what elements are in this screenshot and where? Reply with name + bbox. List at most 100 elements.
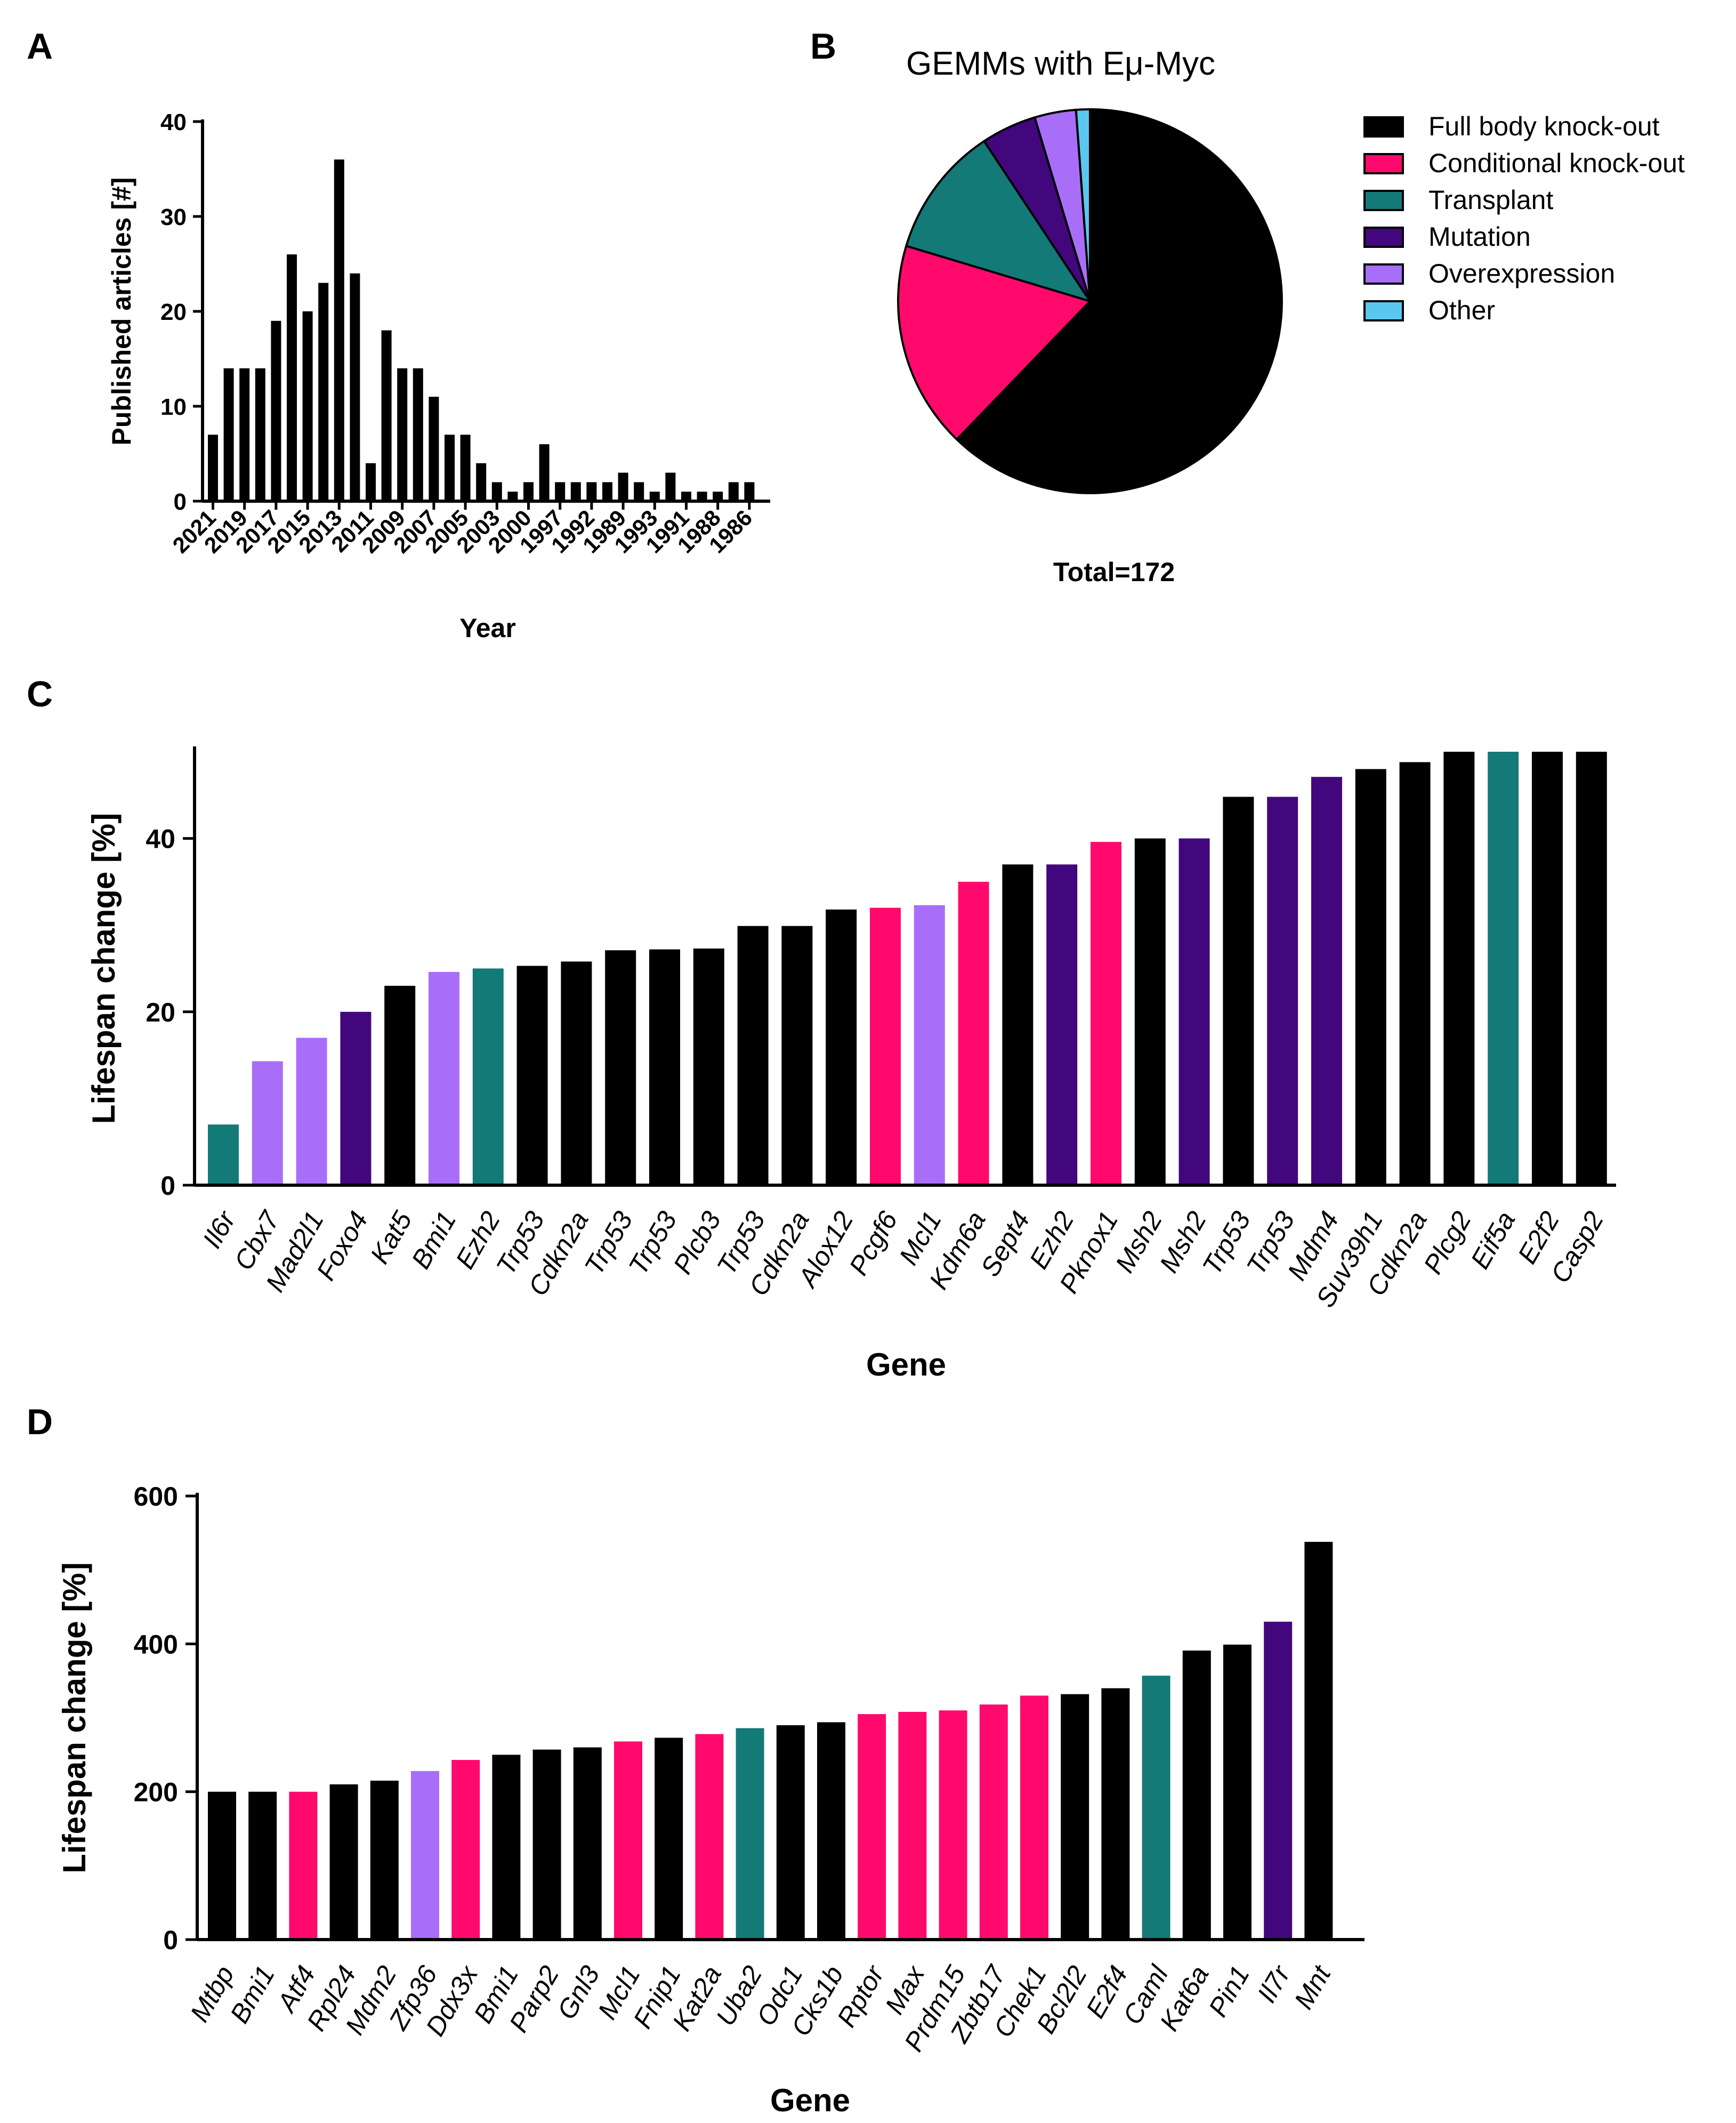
- bar-ddx3x: [451, 1760, 480, 1940]
- y-tick-label: 400: [134, 1629, 178, 1659]
- bar-prdm15: [939, 1710, 967, 1940]
- bar-a-9: [350, 273, 360, 501]
- gene-label: Mnt: [1288, 1960, 1337, 2014]
- x-axis-title: Gene: [770, 2082, 850, 2118]
- bar-atf4: [289, 1791, 318, 1940]
- bar-cdkn2a: [1399, 762, 1431, 1185]
- gene-label: Bmi1: [406, 1207, 462, 1274]
- bar-a-19: [507, 492, 518, 501]
- y-tick-label: 20: [160, 299, 187, 325]
- bar-pknox1: [1091, 842, 1121, 1185]
- legend-label: Conditional knock-out: [1428, 148, 1685, 178]
- x-axis-title: Gene: [866, 1347, 946, 1382]
- y-tick-label: 600: [134, 1482, 178, 1511]
- bar-odc1: [776, 1725, 805, 1940]
- bar-a-20: [523, 482, 534, 501]
- bar-il6r: [208, 1124, 239, 1185]
- legend-swatch: [1363, 300, 1404, 321]
- bar-msh2: [1134, 838, 1166, 1185]
- bar-zfp36: [411, 1771, 439, 1940]
- bar-a-0: [208, 435, 218, 501]
- panel-a-bar-chart: 0102030402021201920172015201320112009200…: [107, 109, 770, 643]
- bar-uba2: [736, 1728, 764, 1940]
- panel-c-bar-chart: Il6rCbx7Mad2l1Foxo4Kat5Bmi1Ezh2Trp53Cdkn…: [86, 746, 1616, 1382]
- bar-msh2: [1178, 838, 1210, 1185]
- panel-letter-a: A: [27, 26, 53, 67]
- bar-eif5a: [1488, 752, 1519, 1185]
- bar-a-32: [713, 492, 723, 501]
- bar-a-18: [491, 482, 502, 501]
- bar-a-31: [697, 492, 707, 501]
- pie-slice-transplant: [905, 139, 1093, 303]
- panel-letter-d: D: [27, 1402, 53, 1442]
- bar-il7r: [1264, 1621, 1293, 1940]
- bar-pin1: [1223, 1644, 1251, 1940]
- legend-label: Full body knock-out: [1428, 111, 1660, 141]
- bar-a-25: [602, 482, 612, 501]
- bar-a-8: [334, 159, 344, 501]
- gene-label: Bmi1: [224, 1961, 280, 2029]
- bar-a-10: [366, 463, 376, 501]
- legend-swatch: [1363, 116, 1404, 138]
- y-tick-label: 10: [160, 394, 187, 420]
- y-tick-label: 0: [174, 489, 187, 515]
- y-tick-label: 200: [134, 1778, 178, 1807]
- bar-mdm4: [1311, 777, 1342, 1185]
- pie-slice-full-body-knock-out: [955, 108, 1283, 494]
- bar-a-33: [728, 482, 739, 501]
- bar-a-21: [539, 444, 550, 501]
- legend-label: Transplant: [1428, 185, 1553, 215]
- y-axis-title: Lifespan change [%]: [86, 813, 122, 1124]
- bar-casp2: [1576, 752, 1607, 1185]
- bar-sept4: [1002, 864, 1033, 1185]
- bar-kat5: [384, 986, 416, 1185]
- gene-label: Msh2: [1110, 1206, 1168, 1277]
- bar-e2f2: [1532, 752, 1563, 1185]
- bar-ezh2: [1046, 864, 1078, 1185]
- gene-label: Pin1: [1202, 1961, 1255, 2022]
- bar-gnl3: [573, 1747, 602, 1940]
- bar-a-30: [681, 492, 691, 501]
- bar-ezh2: [472, 968, 504, 1185]
- bar-a-26: [618, 472, 628, 501]
- bar-mtbp: [208, 1791, 236, 1940]
- bar-e2f4: [1101, 1688, 1130, 1940]
- bar-mcl1: [614, 1741, 642, 1940]
- bar-a-16: [460, 435, 471, 501]
- bar-max: [898, 1711, 927, 1940]
- panel-letter-b: B: [810, 26, 836, 67]
- legend-label: Other: [1428, 295, 1495, 325]
- legend-label: Overexpression: [1428, 259, 1615, 288]
- bar-trp53: [1267, 797, 1298, 1185]
- bar-mnt: [1304, 1541, 1333, 1940]
- bar-bmi1: [248, 1791, 277, 1940]
- pie-slice-conditional-knock-out: [897, 244, 1092, 441]
- gene-label: Gnl3: [552, 1960, 605, 2024]
- bar-trp53: [605, 950, 636, 1185]
- pie-title: GEMMs with Eμ-Myc: [906, 45, 1215, 82]
- bar-a-3: [255, 368, 265, 501]
- bar-trp53: [649, 949, 680, 1185]
- bar-rpl24: [329, 1784, 358, 1940]
- bar-a-28: [649, 492, 660, 501]
- bar-trp53: [1223, 797, 1254, 1185]
- bar-chek1: [1020, 1695, 1048, 1940]
- bar-a-7: [318, 283, 329, 501]
- bar-mad2l1: [296, 1038, 327, 1185]
- panel-d-bar-chart: MtbpBmi1Atf4Rpl24Mdm2Zfp36Ddx3xBmi1Parp2…: [56, 1482, 1364, 2118]
- gene-label: Trp53: [623, 1206, 683, 1280]
- panel-b-pie-chart: GEMMs with Eμ-Myc Total=172 Full body knoc…: [897, 45, 1685, 587]
- bar-a-13: [413, 368, 423, 501]
- bar-kdm6a: [958, 881, 989, 1185]
- bar-a-24: [586, 482, 597, 501]
- bar-cdkn2a: [561, 961, 592, 1185]
- gene-label: Eif5a: [1465, 1207, 1521, 1274]
- bar-a-5: [287, 254, 297, 501]
- bar-bmi1: [492, 1755, 521, 1940]
- bar-a-17: [476, 463, 487, 501]
- legend-swatch: [1363, 263, 1404, 285]
- pie-total-label: Total=172: [1053, 557, 1175, 587]
- y-tick-label: 40: [160, 109, 187, 135]
- x-axis-title: Year: [459, 613, 516, 643]
- bar-alox12: [826, 909, 857, 1185]
